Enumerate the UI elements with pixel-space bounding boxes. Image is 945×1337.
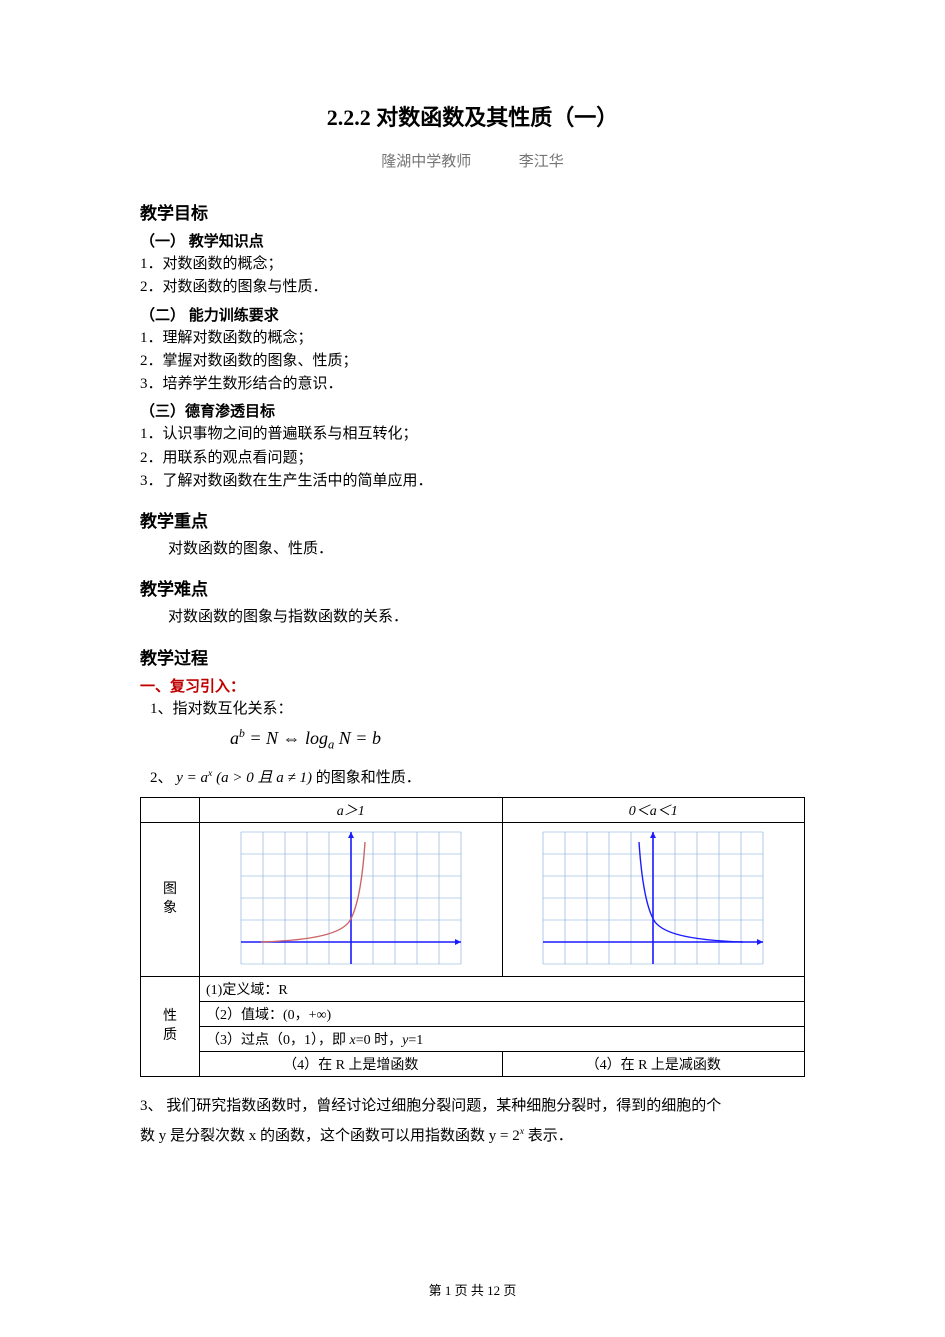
table-col-head: a＞1 <box>200 797 503 822</box>
graph-decreasing <box>502 822 805 976</box>
school-label: 隆湖中学教师 <box>381 154 471 170</box>
page-title: 2.2.2 对数函数及其性质（一） <box>140 100 805 132</box>
goal-item: 2．对数函数的图象与性质． <box>140 276 805 299</box>
table-row: （4）在 R 上是减函数 <box>502 1051 805 1076</box>
table-row-label: 图 象 <box>141 822 200 976</box>
review-item-2: 2、 y = ax (a > 0 且 a ≠ 1) 的图象和性质． <box>150 766 805 790</box>
review-item: 1、指对数互化关系： <box>150 698 805 721</box>
table-corner <box>141 797 200 822</box>
table-col-head: 0＜a＜1 <box>502 797 805 822</box>
table-row: (1)定义域：R <box>200 976 805 1001</box>
heading-difficulty: 教学难点 <box>140 575 805 600</box>
document-page: 2.2.2 对数函数及其性质（一） 隆湖中学教师 李江华 教学目标 （一） 教学… <box>0 0 945 1337</box>
goal-item: 1．对数函数的概念； <box>140 253 805 276</box>
author-name: 李江华 <box>519 154 564 170</box>
graph-increasing <box>200 822 503 976</box>
goal-item: 1．认识事物之间的普遍联系与相互转化； <box>140 423 805 446</box>
heading-process: 教学过程 <box>140 644 805 669</box>
author-line: 隆湖中学教师 李江华 <box>140 150 805 171</box>
goal-item: 2．用联系的观点看问题； <box>140 447 805 470</box>
goal-item: 3．了解对数函数在生产生活中的简单应用． <box>140 470 805 493</box>
subheading-ability: （二） 能力训练要求 <box>140 304 805 325</box>
table-row: （2）值域：(0，+∞) <box>200 1001 805 1026</box>
heading-goals: 教学目标 <box>140 199 805 224</box>
table-row: （3）过点（0，1），即 x=0 时，y=1 <box>200 1026 805 1051</box>
goal-item: 2．掌握对数函数的图象、性质； <box>140 350 805 373</box>
paragraph-3: 3、 我们研究指数函数时，曾经讨论过细胞分裂问题，某种细胞分裂时，得到的细胞的个… <box>140 1091 805 1151</box>
exp-increasing-plot <box>236 827 466 967</box>
subheading-knowledge: （一） 教学知识点 <box>140 230 805 251</box>
focus-text: 对数函数的图象、性质． <box>140 538 805 561</box>
formula-log-exp: ab = N ⇔ loga N = b <box>140 727 805 753</box>
page-footer: 第 1 页 共 12 页 <box>0 1280 945 1299</box>
exponential-properties-table: a＞1 0＜a＜1 图 象 性 质 (1)定义域：R （2）值域：(0，+∞) … <box>140 797 805 1077</box>
table-row: （4）在 R 上是增函数 <box>200 1051 503 1076</box>
heading-review: 一、复习引入： <box>140 675 805 696</box>
goal-item: 3．培养学生数形结合的意识． <box>140 373 805 396</box>
subheading-moral: （三）德育渗透目标 <box>140 400 805 421</box>
table-row-label: 性 质 <box>141 976 200 1076</box>
exp-decreasing-plot <box>538 827 768 967</box>
difficulty-text: 对数函数的图象与指数函数的关系． <box>140 606 805 629</box>
goal-item: 1．理解对数函数的概念； <box>140 327 805 350</box>
heading-focus: 教学重点 <box>140 507 805 532</box>
